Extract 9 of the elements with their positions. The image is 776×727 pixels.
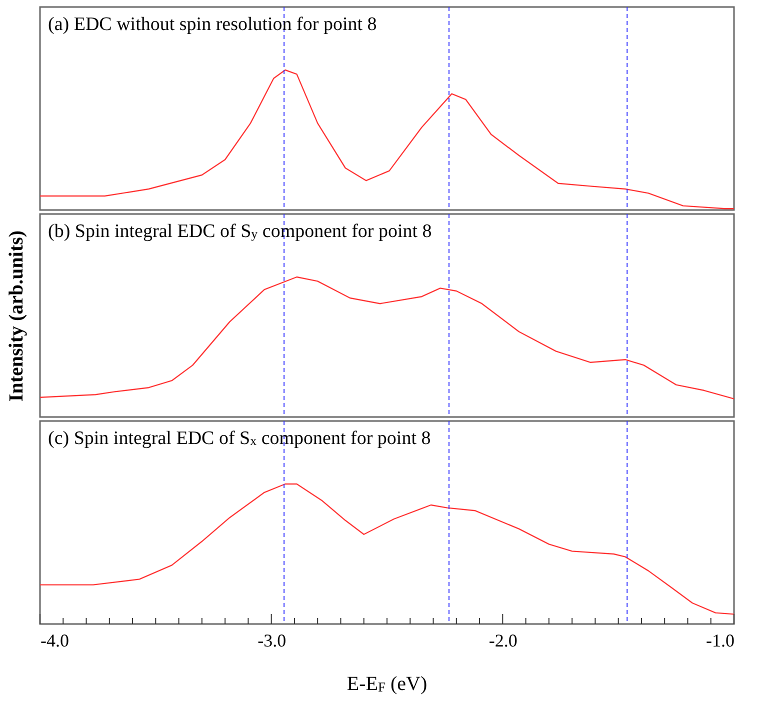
chart-title: (a) EDC without spin resolution for point 8 <box>48 14 377 35</box>
y-axis-title: Intensity (arb.units) <box>6 230 28 402</box>
x-tick-label: -2.0 <box>488 630 518 650</box>
x-tick-label: -3.0 <box>258 630 286 650</box>
x-axis-title: E-EF (eV) <box>346 673 428 695</box>
chart-title: (b) Spin integral EDC of Sy component for point 8 <box>48 221 432 242</box>
chart-title: (c) Spin integral EDC of Sx component for point 8 <box>48 428 431 449</box>
x-tick-label: -4.0 <box>40 630 69 650</box>
x-tick-label: -1.0 <box>706 630 734 650</box>
